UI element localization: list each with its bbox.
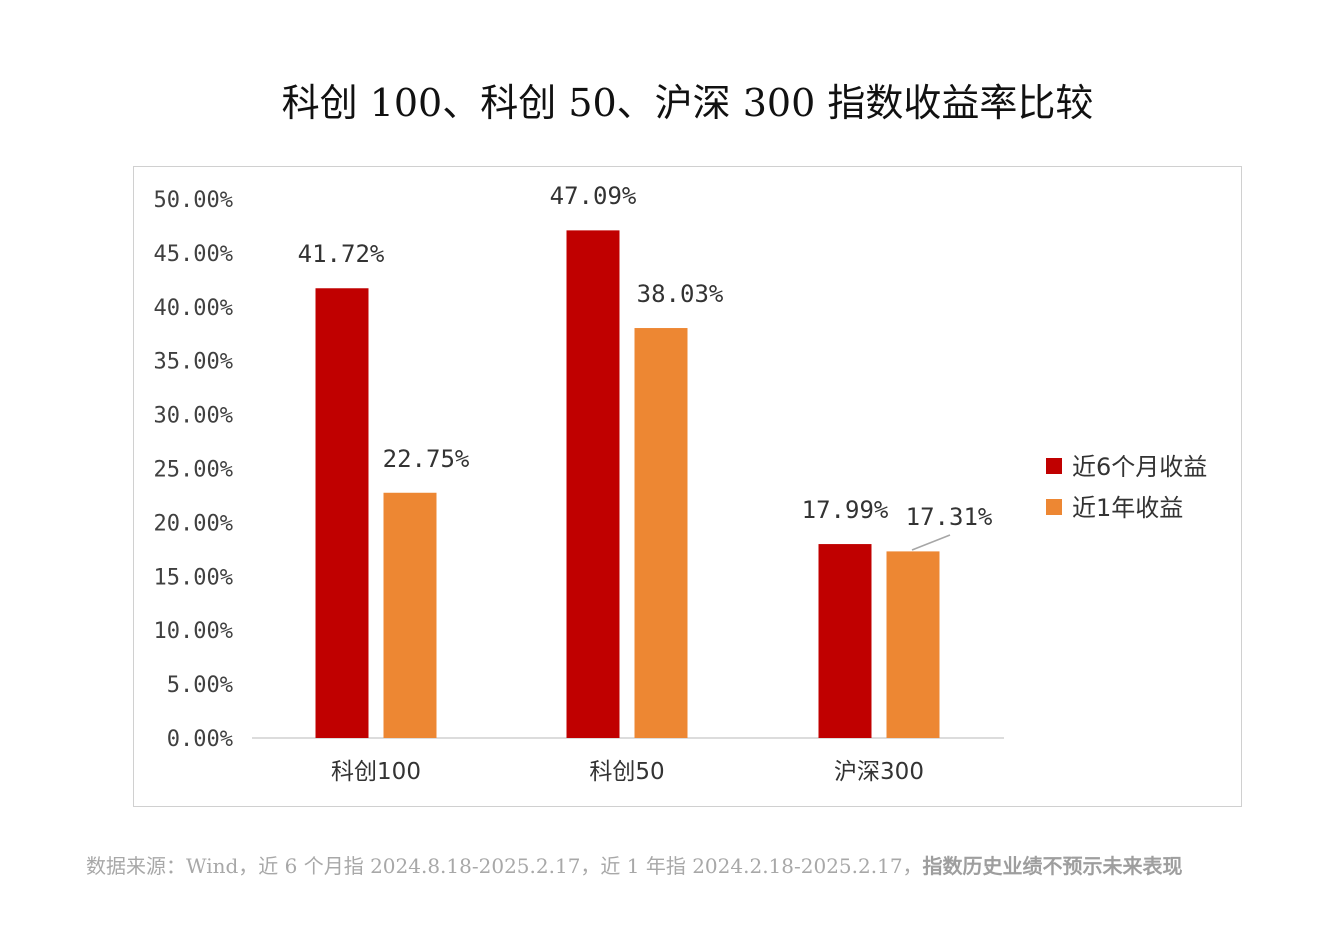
y-tick-label: 40.00%	[154, 296, 233, 321]
y-tick-label: 35.00%	[154, 350, 233, 375]
bar	[818, 544, 872, 738]
bar	[315, 288, 369, 738]
bar	[886, 551, 940, 738]
data-label: 38.03%	[637, 280, 724, 308]
chart-title: 科创 100、科创 50、沪深 300 指数收益率比较	[281, 81, 1094, 125]
y-tick-label: 15.00%	[154, 565, 233, 590]
footnote-disclaimer: 指数历史业绩不预示未来表现	[922, 854, 1183, 878]
data-label: 47.09%	[550, 182, 637, 210]
bar	[566, 230, 620, 738]
y-tick-label: 10.00%	[154, 619, 233, 644]
footnote: 数据来源：Wind，近 6 个月指 2024.8.18-2025.2.17，近 …	[86, 850, 1183, 879]
legend-label: 近1年收益	[1072, 494, 1183, 522]
legend-swatch	[1046, 499, 1062, 515]
chart-frame	[133, 166, 1242, 807]
data-label: 22.75%	[383, 445, 470, 473]
legend-label: 近6个月收益	[1072, 453, 1207, 481]
y-tick-label: 45.00%	[154, 242, 233, 267]
data-label: 41.72%	[298, 240, 385, 268]
y-tick-label: 30.00%	[154, 404, 233, 429]
footnote-source: 数据来源：Wind，近 6 个月指 2024.8.18-2025.2.17，近 …	[86, 854, 923, 878]
y-tick-label: 0.00%	[167, 727, 233, 752]
data-label: 17.99%	[802, 496, 889, 524]
y-tick-label: 20.00%	[154, 511, 233, 536]
y-tick-label: 25.00%	[154, 458, 233, 483]
bar	[634, 328, 688, 738]
bar	[383, 492, 437, 738]
x-tick-label: 沪深300	[834, 759, 924, 785]
x-tick-label: 科创50	[589, 759, 664, 785]
data-label: 17.31%	[906, 503, 993, 531]
y-tick-label: 5.00%	[167, 673, 233, 698]
y-tick-label: 50.00%	[154, 188, 233, 213]
x-tick-label: 科创100	[331, 759, 421, 785]
data-label-leader-line	[911, 534, 951, 551]
legend-swatch	[1046, 458, 1062, 474]
